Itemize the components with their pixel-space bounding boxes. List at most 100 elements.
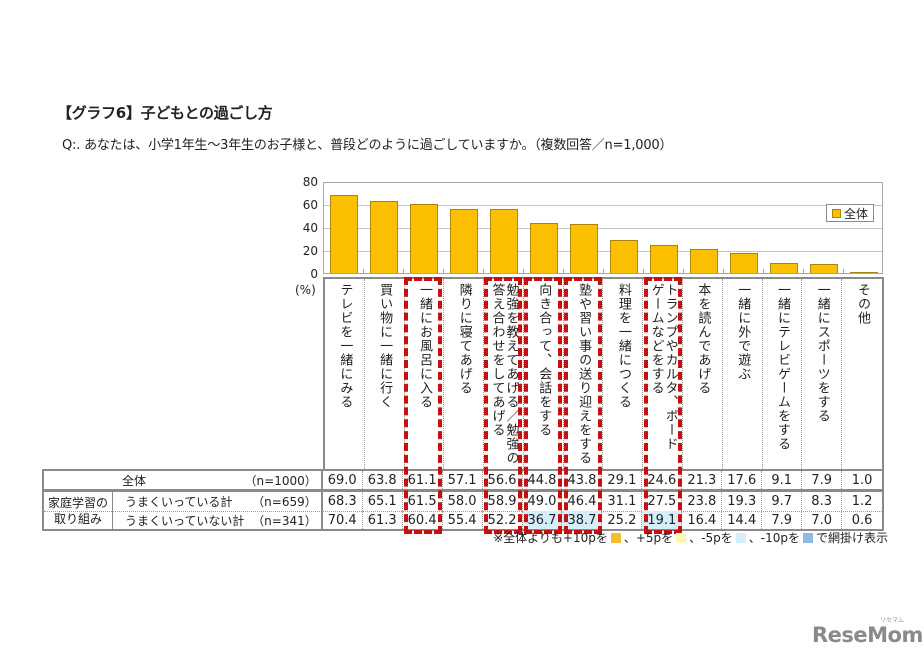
table-cell: 16.4 <box>682 511 723 529</box>
footnote: ※全体よりも+10pを 、+5pを 、-5pを 、-10pを で網掛け表示 <box>493 529 888 546</box>
legend: 全体 <box>826 204 874 222</box>
unit-label: (%) <box>295 283 316 297</box>
table-cell: 69.0 <box>323 471 363 489</box>
bar-10 <box>689 249 718 273</box>
table-cell: 23.8 <box>682 492 723 511</box>
plus10-swatch-icon <box>610 532 621 543</box>
plot-area <box>323 182 883 274</box>
category-label: 一緒にお風呂に入る <box>417 283 432 469</box>
bar-11 <box>729 253 758 273</box>
table-cell: 0.6 <box>851 512 873 528</box>
category-header-cell: 買い物に一緒に行く <box>365 279 405 469</box>
category-label-line: その他 <box>855 283 871 325</box>
y-tick-label: 80 <box>302 175 318 189</box>
table-cell: 14.4 <box>722 511 763 529</box>
survey-question: Q:. あなたは、小学1年生～3年生のお子様と、普段どのように過ごしていますか。… <box>62 138 673 153</box>
bar-4 <box>449 208 478 273</box>
table-cell: 7.9 <box>762 511 803 529</box>
category-label: 料理を一緒につくる <box>615 283 631 469</box>
table-cell: 31.1 <box>602 492 643 511</box>
table-cell: 8.3 <box>802 492 843 511</box>
x-tick <box>563 269 564 273</box>
table-cell: 1.0 <box>851 472 873 488</box>
table-cell: 7.9 <box>802 471 843 489</box>
table-cell: 19.3 <box>722 492 763 511</box>
bar-12 <box>769 262 798 273</box>
footnote-text: 、-5pを <box>689 531 733 545</box>
category-label-line: ゲームなどをする <box>648 283 664 395</box>
row-label: うまくいっている計 <box>125 495 233 509</box>
x-tick <box>523 269 524 273</box>
category-label-line: 料理を一緒につくる <box>615 283 631 409</box>
category-label: 一緒に外で遊ぶ <box>735 283 750 469</box>
x-tick <box>443 269 444 273</box>
gridline <box>324 251 882 252</box>
category-label: 向き合って、会話をする <box>536 283 552 469</box>
category-header-row: テレビを一緒にみる 買い物に一緒に行く 一緒にお風呂に入る 隣りに寝てあげる 勉強を教え… <box>323 277 884 469</box>
row-label-cell: 全体 （n=1000） <box>44 471 323 489</box>
category-label-line: 隣りに寝てあげる <box>456 283 472 395</box>
category-label: トランプやカルタ、ボード ゲームなどをする <box>648 283 678 469</box>
x-tick <box>843 269 844 273</box>
category-label-line: 向き合って、会話をする <box>536 283 552 437</box>
x-tick <box>603 269 604 273</box>
x-tick <box>643 269 644 273</box>
gridline <box>324 205 882 206</box>
category-label-line: 一緒にテレビゲームをする <box>774 283 790 451</box>
table-cell: 57.1 <box>443 471 483 489</box>
red-dashed-highlight-box <box>644 277 682 534</box>
table-cell: 60.4 <box>403 511 443 529</box>
footnote-text: ※全体よりも+10pを <box>493 531 608 545</box>
category-header-cell: 本を読んであげる <box>683 279 723 469</box>
x-tick <box>403 269 404 273</box>
table-cell: 1.2 <box>851 494 873 509</box>
table-cell: 56.6 <box>483 471 523 489</box>
table-row: うまくいっている計 （n=659） 68.3 65.1 61.5 58.0 58.9 49.0… <box>44 492 882 512</box>
bar-3 <box>409 204 438 273</box>
table-cell: 19.1 <box>642 511 683 529</box>
y-tick-label: 60 <box>302 198 318 212</box>
resemom-logo: リセマム ReseMom <box>812 617 923 646</box>
group-label-line: 家庭学習の <box>47 495 108 510</box>
footnote-text: で網掛け表示 <box>815 531 888 545</box>
table-cell: 70.4 <box>323 511 363 529</box>
table-cell: 9.7 <box>762 492 803 511</box>
table-cell: 68.3 <box>323 492 363 511</box>
table-cell: 58.9 <box>483 492 523 511</box>
bar-7 <box>569 223 598 273</box>
category-label-line: 勉強を教えてあげる／勉強の <box>503 283 519 465</box>
x-tick <box>683 269 684 273</box>
table-cell: 61.5 <box>403 492 443 511</box>
category-header-cell: 隣りに寝てあげる <box>444 279 485 469</box>
x-tick <box>723 269 724 273</box>
category-header-cell: 勉強を教えてあげる／勉強の 答え合わせをしてあげる <box>484 279 524 469</box>
footnote-text: 、-10pを <box>748 531 800 545</box>
table-cell: 21.3 <box>682 471 723 489</box>
row-sample-size: （n=1000） <box>244 473 317 488</box>
category-label-line: 買い物に一緒に行く <box>377 283 393 409</box>
table-cell: 58.0 <box>443 492 483 511</box>
category-header-cell: その他 <box>842 279 882 469</box>
red-dashed-highlight-box <box>524 277 562 534</box>
y-tick-label: 0 <box>310 267 318 281</box>
table-cell: 38.7 <box>562 511 603 529</box>
table-cell: 61.1 <box>403 471 443 489</box>
category-label-line: トランプやカルタ、ボード <box>662 283 678 451</box>
category-label: 本を読んであげる <box>695 283 710 469</box>
bar-6 <box>529 222 558 273</box>
category-label-line: 答え合わせをしてあげる <box>489 283 505 437</box>
category-label: 買い物に一緒に行く <box>377 283 393 469</box>
logo-kana: リセマム <box>879 617 904 624</box>
table-cell: 29.1 <box>602 471 643 489</box>
bar-14 <box>849 271 878 273</box>
legend-swatch-icon <box>831 208 841 218</box>
table-cell: 63.8 <box>363 471 403 489</box>
table-row: うまくいっていない計 （n=341） 70.4 61.3 60.4 55.4 52.2 36.… <box>44 511 882 529</box>
category-header-cell: 一緒にテレビゲームをする <box>763 279 803 469</box>
bar-5 <box>489 209 518 273</box>
category-header-cell: 一緒にお風呂に入る <box>405 279 445 469</box>
x-tick <box>803 269 804 273</box>
bar-2 <box>369 201 398 273</box>
row-sample-size: （n=659） <box>252 495 317 509</box>
row-label-cell: うまくいっている計 （n=659） <box>112 492 323 511</box>
